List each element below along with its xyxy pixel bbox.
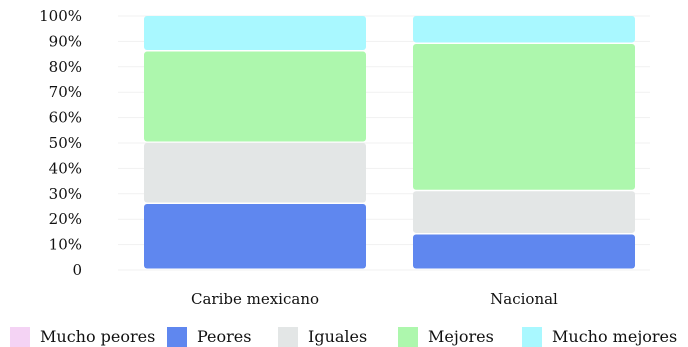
legend-label: Mucho peores [40,327,156,346]
legend-swatch [10,326,30,347]
legend-label: Mucho mejores [552,327,678,346]
y-tick-label: 70% [49,83,82,101]
legend-label: Mejores [428,327,494,346]
bars [144,16,635,269]
legend-item: Mucho mejores [522,326,677,347]
legend-swatch [167,326,187,347]
legend-item: Peores [167,326,251,347]
legend-swatch [278,326,298,347]
category-label: Caribe mexicano [191,290,319,308]
y-tick-label: 0 [72,261,82,279]
bar-segment [144,203,366,269]
legend-swatch [522,326,542,347]
legend-label: Peores [197,327,252,346]
y-tick-label: 60% [49,109,82,127]
y-tick-label: 100% [39,7,82,25]
y-tick-label: 20% [49,210,82,228]
y-tick-label: 90% [49,32,82,50]
bar-segment [144,51,366,142]
y-axis: 0 10% 20% 30% 40% 50% 60% 70% 80% 90% 100% [39,7,82,279]
legend-swatch [398,326,418,347]
legend-item: Mejores [398,326,494,347]
legend: Mucho peores Peores Iguales Mejores Mucho me… [0,326,688,347]
bar-segment [413,234,635,269]
legend-item: Iguales [278,326,367,347]
legend-item: Mucho peores [10,326,155,347]
y-tick-label: 50% [49,134,82,152]
y-tick-label: 10% [49,236,82,254]
bar-segment [144,143,366,203]
legend-label: Iguales [308,327,368,346]
bar-segment [413,43,635,190]
y-tick-label: 30% [49,185,82,203]
bar-segment [144,16,366,51]
y-tick-label: 40% [49,159,82,177]
bar-segment [413,16,635,43]
stacked-bar-chart: 0 10% 20% 30% 40% 50% 60% 70% 80% 90% 100% Caribe m… [39,7,650,308]
category-label: Nacional [490,290,558,308]
y-tick-label: 80% [49,58,82,76]
bar-segment [413,191,635,233]
